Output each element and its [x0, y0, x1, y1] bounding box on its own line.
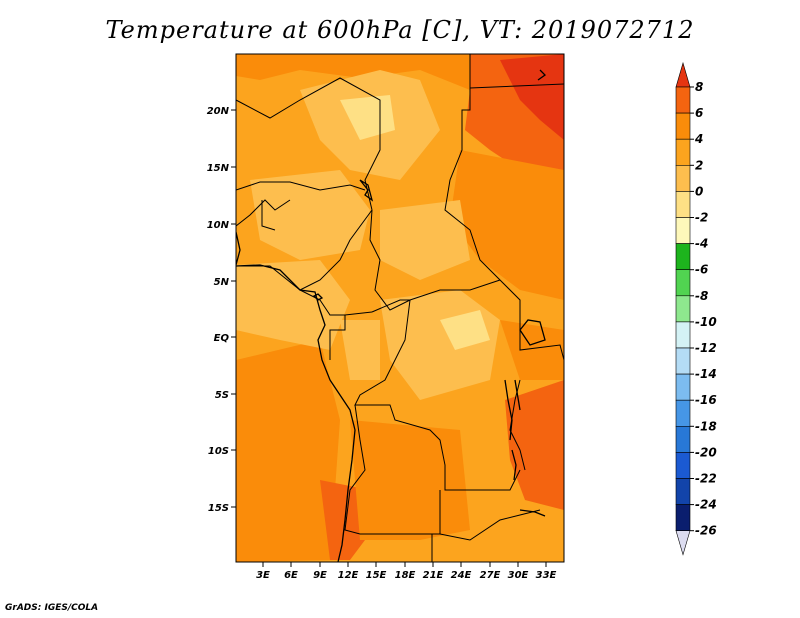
lat-label: 5N [214, 277, 230, 288]
colorbar-swatch [675, 217, 691, 244]
colorbar-label: -22 [695, 472, 717, 486]
lon-label: 3E [256, 570, 270, 581]
coastline [236, 69, 547, 562]
colorbar-swatch [675, 243, 691, 271]
colorbar-swatch [675, 61, 691, 88]
lon-label: 9E [313, 570, 327, 581]
colorbar-label: -18 [695, 419, 717, 433]
colorbar-swatch [675, 191, 691, 218]
colorbar-label: 2 [695, 158, 703, 172]
colorbar-swatch [675, 530, 691, 556]
lat-label: 15N [207, 163, 230, 174]
colorbar-swatch [675, 347, 691, 375]
lon-label: 30E [508, 570, 529, 581]
colorbar-label: 4 [694, 132, 703, 146]
colorbar-swatch [675, 112, 691, 140]
colorbar-swatch [675, 86, 691, 114]
lon-label: 24E [451, 570, 472, 581]
lat-label: 5S [215, 390, 229, 401]
latitude-axis: 20N 15N 10N 5N EQ 5S 10S 15S [207, 106, 236, 514]
colorbar-label: -12 [695, 341, 717, 355]
colorbar-swatch [675, 269, 691, 297]
colorbar-swatch [675, 165, 691, 192]
colorbar-label: 0 [695, 184, 703, 198]
credit-text: GrADS: IGES/COLA [5, 603, 99, 613]
lat-label: 10S [208, 446, 229, 457]
map-frame [235, 53, 565, 563]
lon-label: 6E [284, 570, 298, 581]
colorbar-label: 6 [695, 106, 703, 120]
colorbar-swatch [675, 399, 691, 427]
lon-label: 27E [480, 570, 501, 581]
lon-label: 18E [395, 570, 416, 581]
colorbar-swatch [675, 295, 691, 323]
colorbar-swatch [675, 504, 691, 532]
colorbar-label: -10 [695, 315, 717, 329]
colorbar-swatch [675, 138, 691, 166]
colorbar-label: -20 [695, 445, 717, 459]
lon-label: 12E [338, 570, 359, 581]
colorbar-swatch [675, 373, 691, 401]
lat-label: 15S [208, 503, 229, 514]
colorbar-swatch [675, 425, 691, 453]
longitude-axis: 3E 6E 9E 12E 15E 18E 21E 24E 27E 30E 33E [256, 562, 557, 581]
colorbar-swatch [675, 478, 691, 505]
colorbar-label: -8 [695, 289, 708, 303]
chart-title: Temperature at 600hPa [C], VT: 201907271… [105, 16, 695, 44]
lon-label: 21E [423, 570, 444, 581]
colorbar-label: -26 [695, 524, 717, 538]
country-borders [236, 54, 564, 562]
lon-label: 15E [366, 570, 387, 581]
colorbar-label: -14 [695, 367, 717, 381]
lon-label: 33E [536, 570, 557, 581]
lat-label: 20N [207, 106, 230, 117]
temperature-field [236, 54, 564, 562]
colorbar-label: -4 [695, 237, 708, 251]
colorbar-label: -2 [695, 211, 708, 225]
colorbar: 8 6 4 2 0 -2 -4 -6 -8 -10 -12 -14 -16 -18 -20 -22 -24 -26 [675, 61, 717, 556]
colorbar-label: 8 [695, 80, 703, 94]
colorbar-label: -16 [695, 393, 717, 407]
colorbar-swatch [675, 321, 691, 349]
lat-label: EQ [214, 333, 230, 344]
colorbar-label: -6 [695, 263, 708, 277]
colorbar-swatch [675, 452, 691, 479]
lat-label: 10N [207, 220, 230, 231]
colorbar-label: -24 [695, 498, 717, 512]
